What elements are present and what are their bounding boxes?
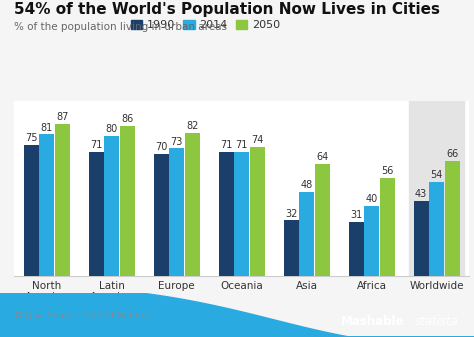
Text: 54% of the World's Population Now Lives in Cities: 54% of the World's Population Now Lives … [14,2,440,17]
Text: 64: 64 [316,152,328,162]
Bar [410,101,464,276]
Bar [299,192,314,276]
Bar [55,124,70,276]
Text: 32: 32 [285,209,297,218]
Text: 82: 82 [186,121,199,131]
Bar [349,222,364,276]
Text: 48: 48 [301,181,313,190]
Text: 56: 56 [381,166,393,177]
Bar [169,148,184,276]
Bar [315,164,330,276]
Bar [219,152,234,276]
Text: Mashable: Mashable [341,315,405,328]
Bar [104,136,119,276]
Bar [250,147,265,276]
Text: 86: 86 [121,114,134,124]
Bar [234,152,249,276]
Text: 71: 71 [220,140,232,150]
Text: 71: 71 [90,140,102,150]
Bar [154,154,169,276]
Text: 71: 71 [236,140,248,150]
Bar [414,201,428,276]
Text: © ⓘ ≡: © ⓘ ≡ [14,311,42,320]
Text: 70: 70 [155,142,167,152]
Text: % of the population living in urban areas: % of the population living in urban area… [14,22,227,32]
Text: 31: 31 [350,210,362,220]
Bar [429,182,444,276]
Bar [445,161,460,276]
Text: 81: 81 [41,123,53,133]
Text: 74: 74 [251,135,264,145]
Text: 54: 54 [430,170,443,180]
Bar [365,206,379,276]
Text: 66: 66 [446,149,458,159]
Text: 75: 75 [25,133,37,143]
Bar [185,133,200,276]
Text: 40: 40 [365,194,378,205]
Text: Source: United Nations: Source: United Nations [47,311,151,320]
Bar [24,145,38,276]
Text: 73: 73 [171,137,183,147]
Bar [39,134,54,276]
Bar [120,126,135,276]
Bar [283,220,299,276]
Text: 87: 87 [56,112,69,122]
Text: statista: statista [415,315,459,328]
Text: 80: 80 [106,124,118,134]
Text: 43: 43 [415,189,427,199]
Legend: 1990, 2014, 2050: 1990, 2014, 2050 [127,16,284,35]
Bar [380,178,395,276]
Bar [89,152,104,276]
